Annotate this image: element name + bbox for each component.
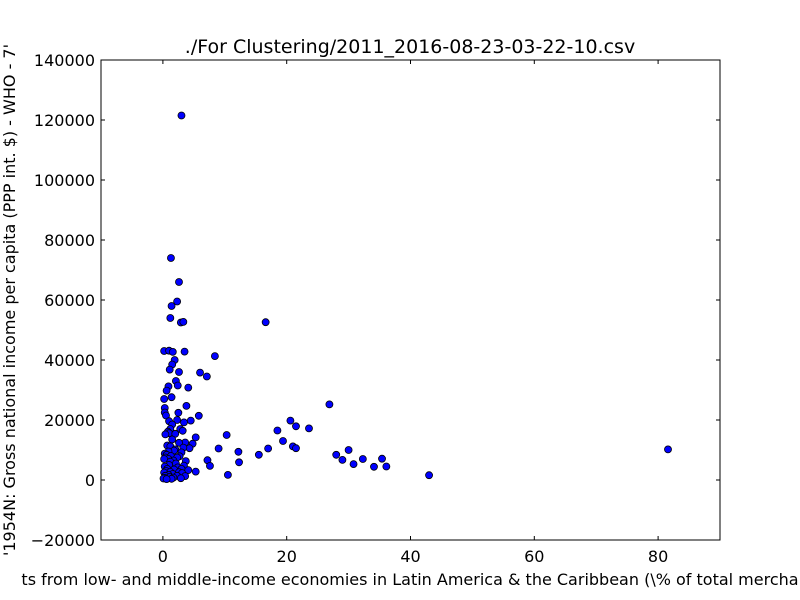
data-point [161, 430, 170, 439]
y-tick-label: 100000 [34, 171, 95, 190]
data-point [332, 450, 341, 459]
x-axis-title: ts from low- and middle-income economies… [21, 570, 798, 589]
data-point [184, 466, 193, 475]
y-tick-label: −20000 [31, 531, 95, 550]
data-point [292, 444, 300, 453]
data-point [273, 426, 282, 435]
data-point [325, 400, 334, 409]
x-tick-label: 80 [648, 547, 668, 566]
data-point [196, 368, 204, 377]
data-point [370, 462, 378, 471]
data-point [162, 386, 171, 395]
data-point [175, 438, 183, 447]
data-point [168, 435, 177, 444]
data-point [202, 372, 211, 381]
data-point [338, 455, 347, 464]
data-point [180, 347, 189, 356]
data-point [261, 318, 270, 327]
data-point [166, 314, 175, 322]
x-tick-label: 40 [400, 547, 420, 566]
data-point [162, 475, 171, 484]
chart-title: ./For Clustering/2011_2016-08-23-03-22-1… [185, 36, 635, 58]
data-point [165, 365, 174, 374]
data-point [206, 461, 214, 470]
y-tick-label: 80000 [44, 231, 95, 250]
data-point [175, 368, 183, 376]
data-point [349, 460, 358, 469]
y-tick-label: 60000 [44, 291, 95, 310]
plot-area [100, 59, 721, 541]
data-point [184, 383, 193, 392]
data-point [191, 467, 200, 476]
data-point [175, 278, 183, 286]
data-point [173, 381, 182, 390]
data-point [194, 411, 203, 420]
x-tick-label: 60 [524, 547, 544, 566]
data-point [178, 426, 187, 435]
data-point [305, 424, 313, 433]
data-point [378, 454, 386, 463]
data-point [358, 455, 367, 463]
data-point [344, 446, 353, 454]
data-point [664, 445, 672, 454]
y-axis-title: '1954N: Gross national income per capita… [0, 44, 19, 556]
data-point [167, 302, 176, 310]
y-tick-label: 40000 [44, 351, 95, 370]
data-point [214, 444, 223, 453]
x-tick-label: 0 [158, 547, 168, 566]
data-point [180, 418, 188, 427]
data-point [167, 254, 175, 262]
data-point [222, 431, 231, 439]
data-point [286, 416, 295, 425]
data-point [254, 450, 263, 459]
data-point [167, 393, 176, 402]
y-tick-label: 120000 [34, 111, 95, 130]
data-point [425, 471, 433, 480]
data-point [382, 462, 391, 471]
y-tick-label: 20000 [44, 411, 95, 430]
x-tick-label: 20 [277, 547, 297, 566]
data-point [174, 408, 183, 417]
data-point [173, 416, 182, 424]
data-point [160, 395, 169, 403]
data-point [210, 352, 219, 361]
data-point [235, 458, 243, 467]
data-point [168, 347, 177, 356]
data-point [182, 401, 191, 410]
axis-ticks: 0 20 40 60 80 −20000 0 20000 40000 60000 80000 1000… [31, 51, 720, 566]
data-point [177, 111, 186, 120]
y-tick-label: 140000 [34, 51, 95, 70]
data-point [264, 444, 273, 453]
data-point [176, 474, 185, 483]
data-point [234, 447, 243, 456]
data-point [186, 416, 195, 425]
data-point [223, 470, 232, 479]
data-point [292, 422, 300, 431]
data-point [173, 297, 182, 306]
y-tick-label: 0 [85, 471, 95, 490]
data-points [159, 111, 672, 484]
data-point [191, 433, 200, 442]
data-point [279, 437, 287, 445]
data-point [179, 317, 188, 326]
